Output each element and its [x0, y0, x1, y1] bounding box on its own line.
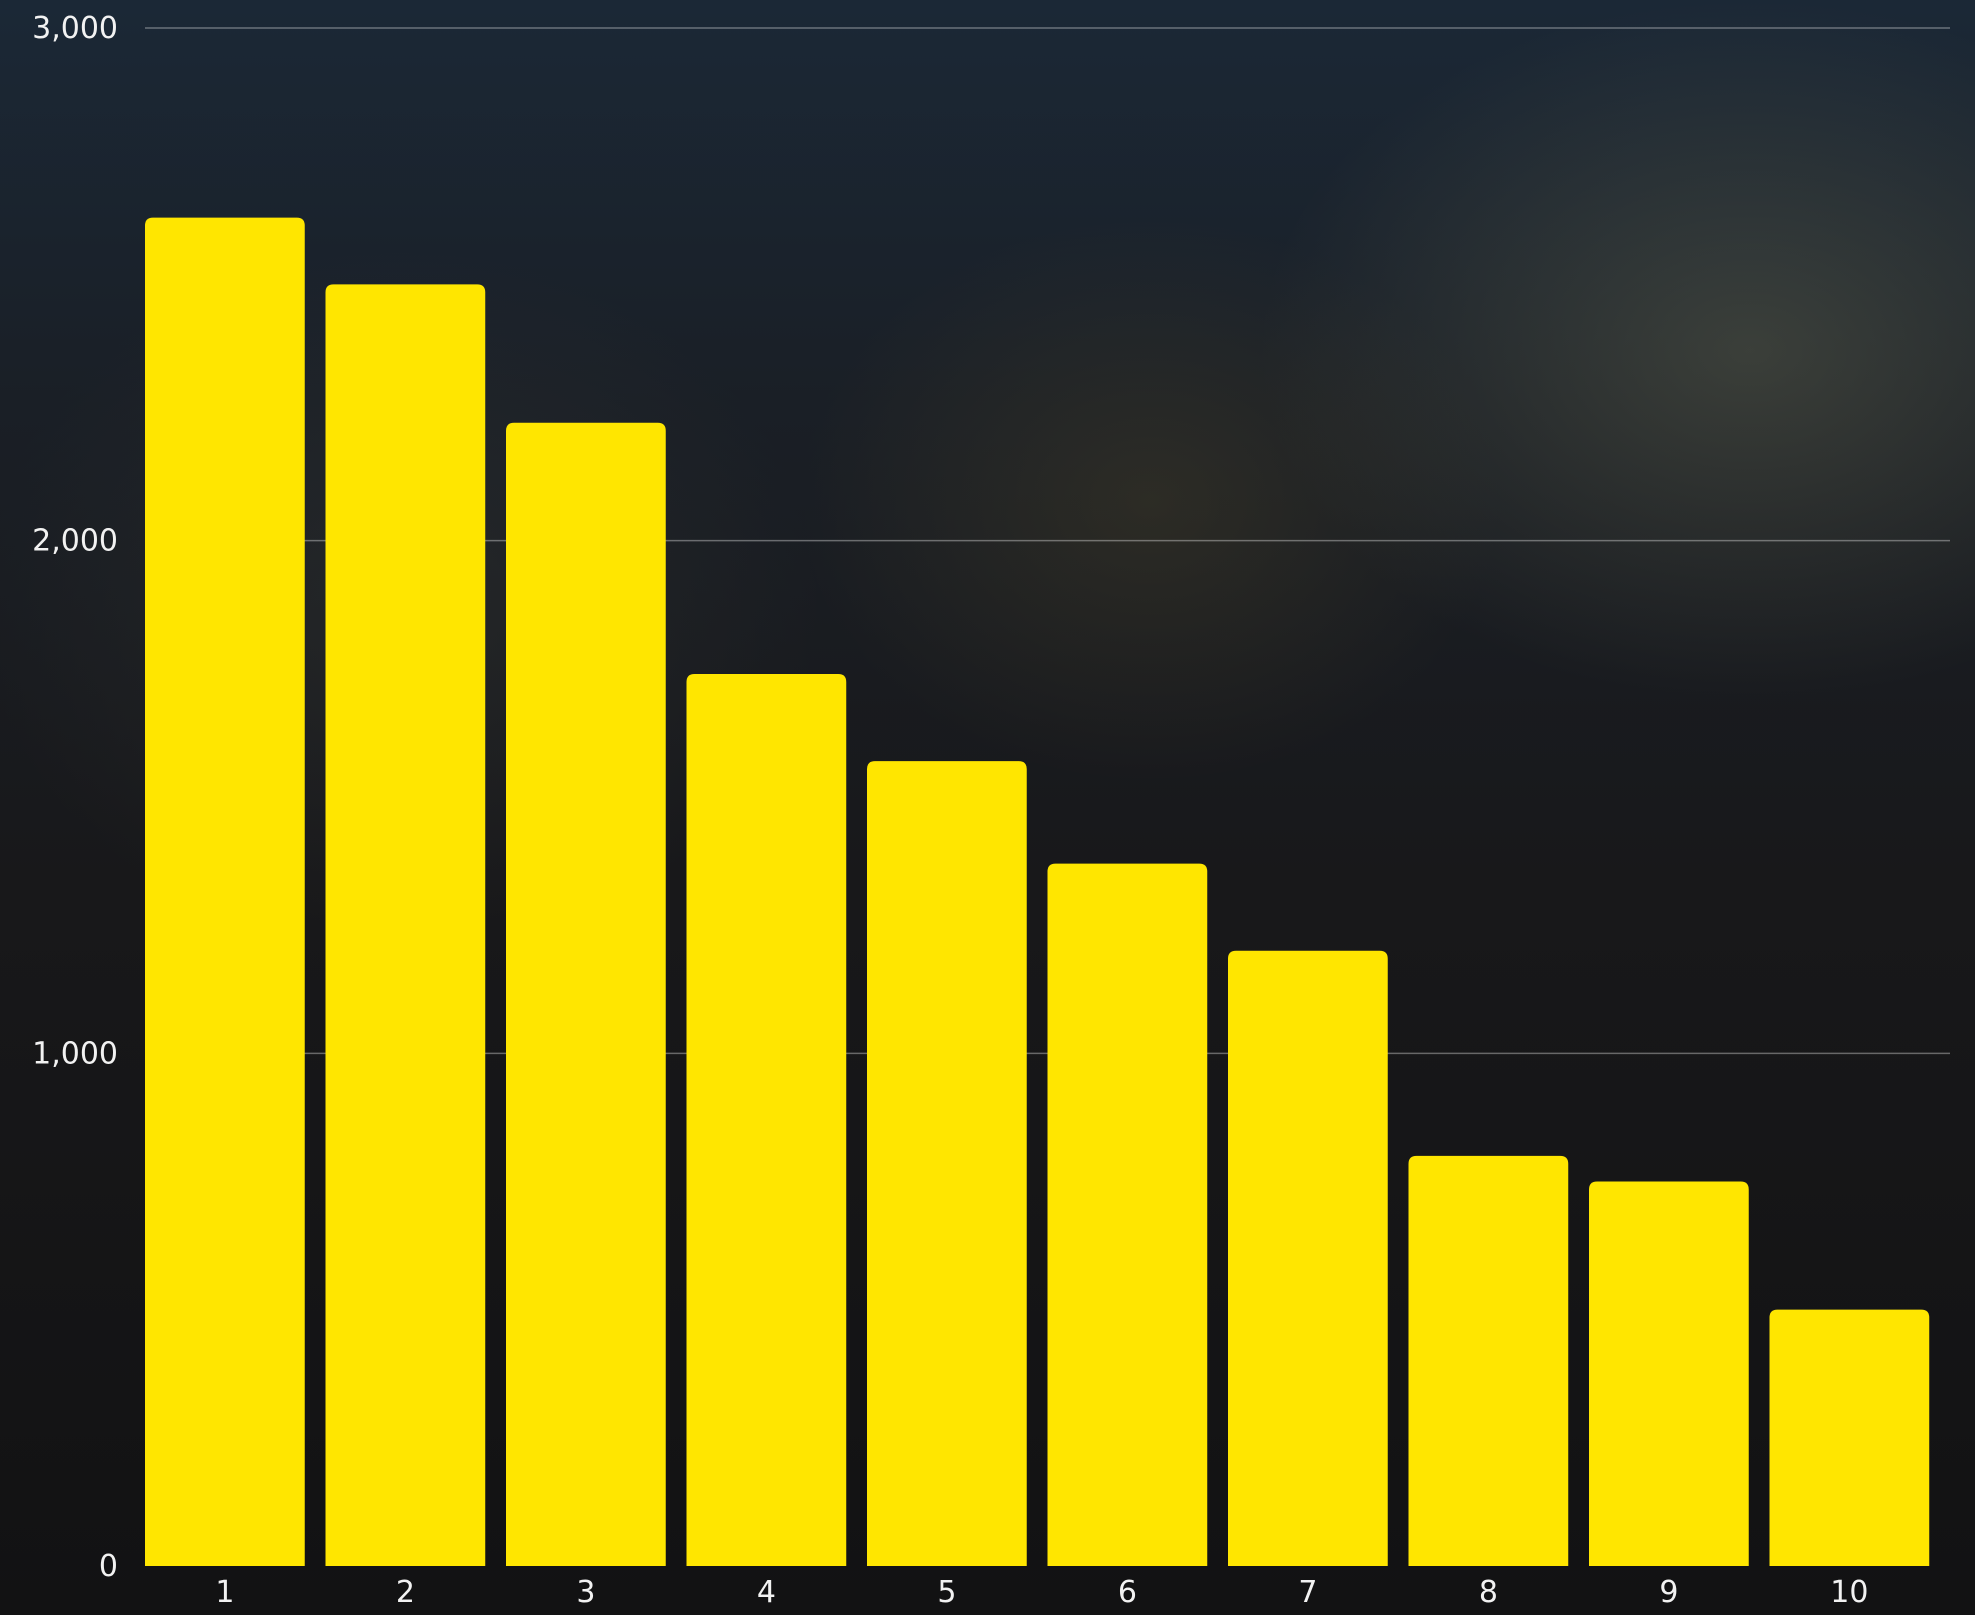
y-axis-ticks: 0 1,000 2,000 3,000	[32, 11, 118, 1584]
y-tick-label: 3,000	[32, 11, 118, 46]
bar	[1589, 1181, 1749, 1566]
y-tick-label: 2,000	[32, 524, 118, 559]
x-tick-label: 10	[1830, 1575, 1868, 1610]
x-tick-label: 1	[215, 1575, 234, 1610]
x-tick-label: 6	[1118, 1575, 1137, 1610]
y-tick-label: 1,000	[32, 1036, 118, 1071]
bars	[145, 217, 1930, 1567]
bar	[1769, 1309, 1930, 1566]
bar	[1408, 1155, 1569, 1566]
x-tick-label: 2	[396, 1575, 415, 1610]
bar	[1047, 863, 1208, 1566]
x-tick-label: 9	[1659, 1575, 1678, 1610]
bar	[867, 761, 1027, 1566]
x-tick-label: 3	[576, 1575, 595, 1610]
y-tick-label: 0	[99, 1549, 118, 1584]
x-tick-label: 7	[1298, 1575, 1317, 1610]
bar	[145, 217, 305, 1567]
bar	[1228, 950, 1388, 1566]
bar	[686, 673, 847, 1566]
x-tick-label: 4	[757, 1575, 776, 1610]
x-tick-label: 8	[1479, 1575, 1498, 1610]
x-tick-label: 5	[937, 1575, 956, 1610]
x-axis-ticks: 1 2 3 4 5 6 7 8 9 10	[215, 1575, 1868, 1610]
bar	[325, 284, 486, 1566]
bar	[506, 422, 666, 1567]
